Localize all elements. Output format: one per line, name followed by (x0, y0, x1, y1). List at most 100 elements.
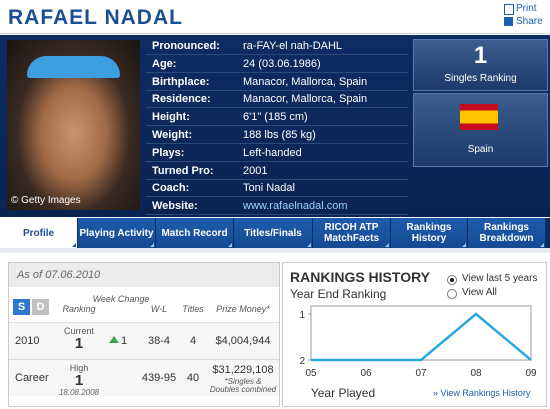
bio-value: 6'1" (185 cm) (243, 111, 308, 124)
radio[interactable] (447, 289, 457, 299)
bio-label: Coach: (152, 182, 190, 195)
bio-label: Birthplace: (152, 75, 210, 88)
tab[interactable]: Rankings History (391, 218, 467, 248)
tab-corner (150, 243, 154, 247)
radio-label[interactable]: View All (462, 287, 497, 298)
column-header: Ranking (62, 304, 96, 314)
bio-row-line (146, 143, 408, 144)
row-bg (9, 360, 279, 396)
bio-row-line (146, 71, 408, 73)
radio[interactable] (447, 275, 457, 285)
bio-label: Website: (152, 200, 198, 213)
bio-value: 2001 (243, 164, 268, 177)
titles: 4 (189, 335, 197, 347)
ranking: 1 (74, 335, 84, 352)
player-photo: © Getty Images (7, 40, 140, 210)
divider (0, 33, 550, 34)
titles: 40 (186, 372, 200, 384)
tab[interactable]: Titles/Finals (234, 218, 312, 248)
ranking-caption: High (69, 363, 89, 373)
bio-value: Manacor, Mallorca, Spain (243, 93, 368, 106)
bio-row-line (146, 125, 408, 127)
x-tick-label: 09 (525, 368, 537, 379)
y-tick-label: 2 (299, 356, 305, 367)
tab-shadow (0, 248, 550, 253)
bio-label: Age: (152, 57, 177, 70)
tab-corner (72, 243, 76, 247)
row-label: Career (15, 372, 49, 384)
x-tick-label: 06 (360, 368, 372, 379)
column-header: Titles (182, 304, 204, 314)
stats-box: As of 07.06.2010 S D Ranking Week Change W-L… (8, 262, 280, 407)
x-tick-label: 05 (305, 368, 317, 379)
spain-flag (460, 104, 498, 130)
bio-value: Manacor, Mallorca, Spain (243, 75, 368, 88)
bio-value: 24 (03.06.1986) (243, 57, 321, 70)
ranking: 1 (74, 372, 84, 389)
bio-label: Weight: (152, 129, 193, 141)
toggle[interactable]: D (32, 299, 49, 315)
ranking-caption: Current (63, 326, 94, 336)
player-name: RAFAEL NADAL (8, 6, 183, 29)
ranking-label: Singles Ranking (444, 73, 517, 84)
bio-row-line (146, 178, 408, 180)
column-header: Prize Money* (216, 304, 270, 314)
bio-value: Left-handed (243, 146, 302, 159)
bio-label: Height: (152, 111, 190, 124)
bio-label: Residence: (152, 93, 211, 106)
chart-link[interactable]: » View Rankings History (433, 388, 531, 398)
tab[interactable]: Profile (0, 218, 77, 248)
column-header: Week Change (92, 294, 150, 304)
chart-title: RANKINGS HISTORY (290, 269, 431, 285)
bio-label: Turned Pro: (152, 164, 214, 177)
bio-row-line (146, 107, 408, 109)
tab[interactable]: Match Record (156, 218, 233, 248)
print-icon (504, 4, 514, 15)
row-line (9, 322, 279, 323)
week-change: 1 (121, 335, 128, 347)
row-bg (9, 323, 279, 359)
ranking-value: 1 (473, 42, 488, 69)
tab-corner (228, 243, 232, 247)
bio-value[interactable]: www.rafaelnadal.com (243, 200, 348, 213)
radio-label[interactable]: View last 5 years (462, 273, 538, 284)
print-link[interactable]: Print (516, 3, 537, 14)
tab-corner (307, 243, 311, 247)
bio-table: Pronounced: ra-FAY-el nah-DAHL Age: 24 (03.… (146, 37, 408, 216)
win-loss: 439-95 (141, 372, 177, 384)
country-box: Spain (413, 93, 548, 167)
bio-value: ra-FAY-el nah-DAHL (243, 40, 343, 52)
win-loss: 38-4 (147, 335, 171, 347)
bio-row-line (146, 214, 408, 216)
share-link[interactable]: Share (516, 16, 543, 27)
prize-money: $4,004,944 (215, 335, 271, 347)
country-name: Spain (467, 144, 494, 155)
tab[interactable]: Rankings Breakdown (468, 218, 545, 248)
bio-value: 188 lbs (85 kg) (243, 129, 316, 141)
photo-credit: © Getty Images (11, 195, 81, 206)
row-line (9, 359, 279, 360)
rankings-history-box: RANKINGS HISTORY Year End Ranking 1 2 05 06… (282, 262, 547, 407)
share-icon (504, 17, 513, 26)
bio-label: Pronounced: (152, 40, 220, 52)
toggle[interactable]: S (13, 299, 30, 315)
chart-subtitle: Year End Ranking (290, 287, 387, 301)
tab[interactable]: RICOH ATP MatchFacts (313, 218, 390, 248)
as-of: As of 07.06.2010 (17, 269, 101, 281)
ranking-date: 18.08.2008 (58, 388, 100, 397)
bio-row-line (146, 89, 408, 91)
bio-row-line (146, 196, 408, 198)
up-arrow (109, 336, 119, 343)
profile-panel: © Getty Images Pronounced: ra-FAY-el nah-… (0, 35, 550, 217)
bio-value: Toni Nadal (243, 182, 295, 195)
tab-bar: Profile Playing Activity Match Record Title… (0, 218, 550, 248)
column-header: W-L (150, 304, 168, 314)
tab[interactable]: Playing Activity (78, 218, 155, 248)
prize-money: $31,229,108 (212, 364, 274, 376)
x-tick-label: 07 (415, 368, 427, 379)
tab-corner (540, 243, 544, 247)
x-tick-label: 08 (470, 368, 482, 379)
ranking-line (311, 312, 532, 362)
row-label: 2010 (15, 335, 40, 347)
